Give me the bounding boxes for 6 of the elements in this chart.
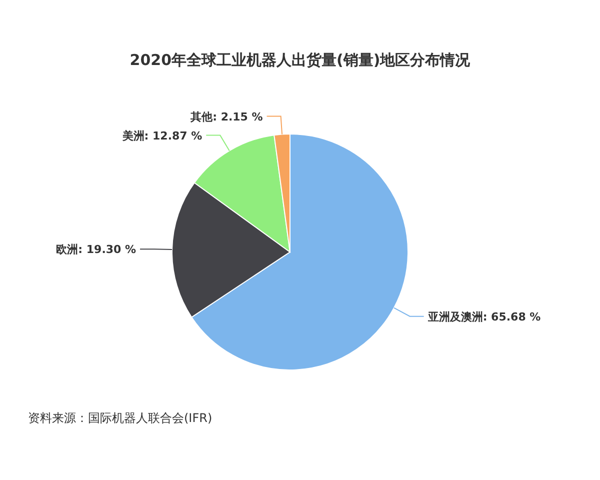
chart-title: 2020年全球工业机器人出货量(销量)地区分布情况 — [130, 51, 472, 69]
slice-label: 其他: 2.15 % — [190, 110, 263, 124]
text: 资料来源：国际机器人联合会(IFR) — [28, 411, 212, 425]
slice-label: 亚洲及澳洲: 65.68 % — [426, 310, 541, 324]
slice-label: 欧洲: 19.30 % — [56, 243, 136, 256]
slice-label: 美洲: 12.87 % — [121, 129, 202, 142]
